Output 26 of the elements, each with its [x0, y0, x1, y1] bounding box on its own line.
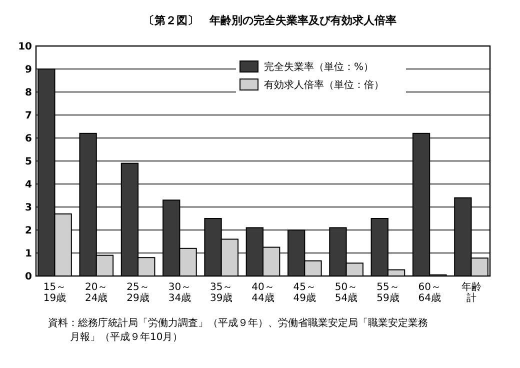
y-tick-label: 9 [25, 64, 32, 76]
y-tick-label: 5 [25, 156, 32, 168]
y-tick-label: 10 [18, 42, 32, 52]
y-tick-label: 8 [25, 88, 32, 98]
x-tick-label: 50～54歳 [334, 282, 358, 304]
x-tick-label: 60～64歳 [418, 282, 441, 304]
y-tick-label: 4 [25, 180, 32, 190]
y-tick-label: 2 [25, 226, 32, 236]
x-tick-label: 25～29歳 [126, 282, 150, 304]
x-tick-label: 40～44歳 [252, 282, 274, 304]
text: 資料：総務庁統計局「労働力調査」（平成９年）、労働省職業安定局「職業安定業務月報」（平成９年10月） [48, 317, 428, 343]
x-tick-label: 35～39歳 [210, 282, 233, 304]
y-tick-label: 6 [25, 134, 32, 144]
y-tick-label: 7 [25, 110, 32, 122]
x-tick-label: 年齢計 [461, 281, 482, 304]
y-tick-label: 0 [25, 272, 32, 282]
y-tick-label: 3 [25, 202, 32, 214]
legend-label: 有効求人倍率（単位：倍） [264, 79, 384, 91]
x-tick-label: 15～19歳 [43, 282, 66, 304]
y-tick-label: 1 [25, 248, 32, 260]
chart-title: 〔第２図〕 年齢別の完全失業率及び有効求人倍率 [144, 14, 396, 27]
x-tick-label: 55～59歳 [376, 282, 400, 304]
x-tick-label: 30～34歳 [168, 282, 192, 304]
x-tick-label: 45～49歳 [293, 282, 316, 304]
x-tick-label: 20～24歳 [85, 282, 108, 304]
legend-label: 完全失業率（単位：%） [264, 61, 374, 73]
